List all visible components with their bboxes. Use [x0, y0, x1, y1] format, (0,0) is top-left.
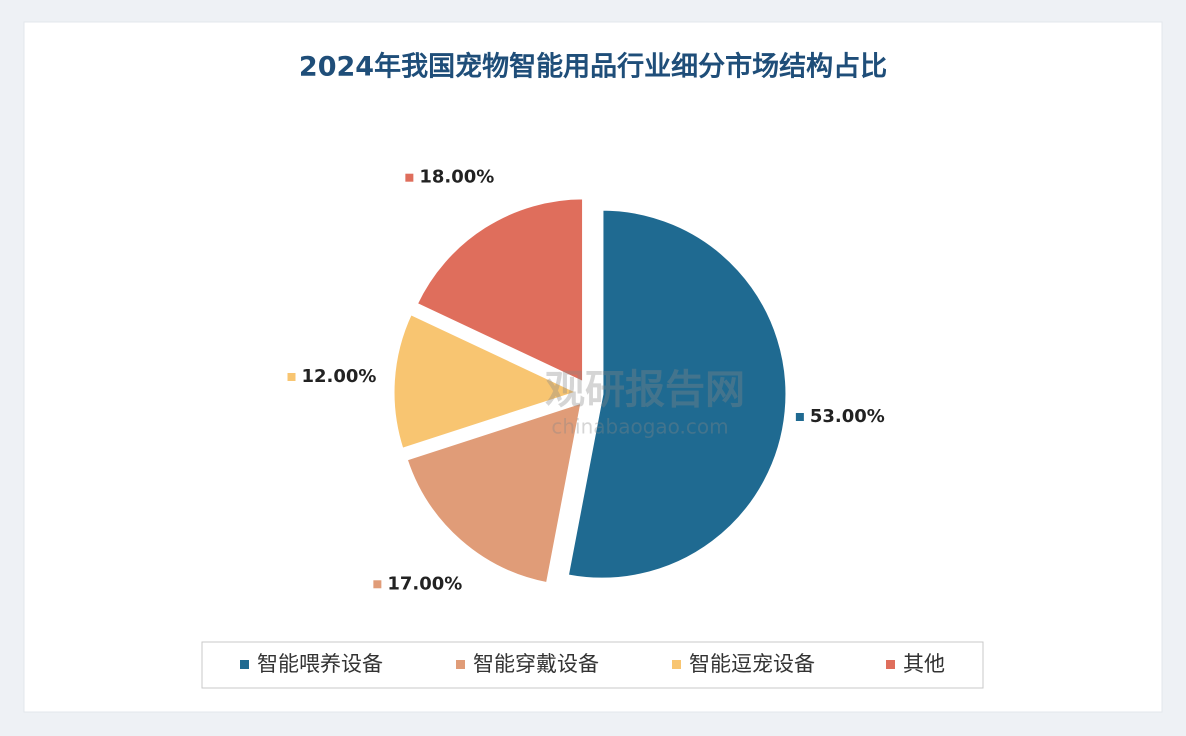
watermark-name: 观研报告网 [545, 367, 745, 413]
legend-swatch [456, 660, 465, 669]
data-label: 12.00% [302, 366, 377, 387]
legend-swatch [240, 660, 249, 669]
legend-label: 其他 [903, 652, 945, 676]
legend-label: 智能穿戴设备 [473, 652, 599, 676]
label-marker [795, 412, 804, 421]
legend-swatch [886, 660, 895, 669]
legend-label: 智能喂养设备 [257, 652, 383, 676]
label-marker [373, 580, 382, 589]
pie-slice [565, 207, 789, 581]
data-label: 18.00% [419, 167, 494, 188]
pie: 53.00% 17.00% 12.00% 18.00% [287, 167, 885, 594]
chart-title: 2024年我国宠物智能用品行业细分市场结构占比 [299, 51, 887, 83]
label-marker [405, 173, 414, 182]
watermark: 观研报告网 chinabaogao.com [545, 367, 745, 439]
legend-label: 智能逗宠设备 [689, 652, 815, 676]
data-label: 17.00% [387, 573, 462, 594]
pie-slice [391, 311, 583, 452]
label-marker [287, 372, 296, 381]
legend: 智能喂养设备 智能穿戴设备 智能逗宠设备 其他 [240, 652, 945, 676]
data-label: 53.00% [810, 406, 885, 427]
pie-slice [414, 196, 586, 386]
pie-slice [404, 399, 585, 586]
card [23, 21, 1163, 713]
legend-swatch [672, 660, 681, 669]
watermark-url: chinabaogao.com [551, 415, 728, 439]
legend-box [201, 641, 984, 689]
